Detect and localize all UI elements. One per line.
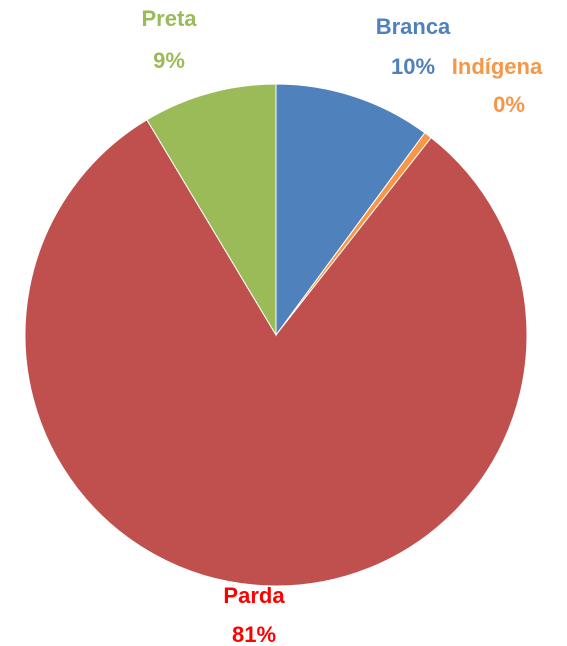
slice-value-label: 0% [493,92,525,117]
slice-value-label: 81% [232,622,276,646]
slice-value-label: 9% [153,48,185,73]
slice-name: Preta [141,6,197,31]
pie-slice [146,83,277,337]
slice-value-label: 10% [391,54,435,79]
pie-slice [275,83,426,337]
slice-name: Branca [376,14,451,39]
slice-name: Parda [223,583,285,608]
pie-slice [24,119,528,587]
slice-name: Indígena [452,54,543,79]
